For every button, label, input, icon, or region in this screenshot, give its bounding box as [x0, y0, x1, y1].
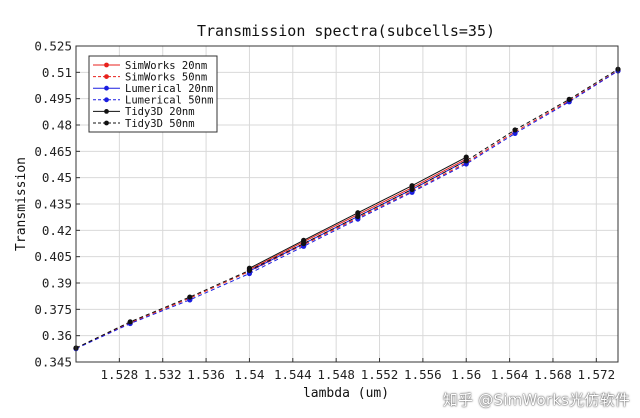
legend-label: Lumerical 50nm: [125, 95, 214, 107]
legend-marker: [104, 109, 109, 114]
data-point: [512, 127, 518, 133]
y-tick-label: 0.345: [34, 355, 72, 370]
x-tick-label: 1.552: [361, 367, 399, 382]
x-tick-label: 1.54: [234, 367, 264, 382]
data-point: [355, 213, 361, 220]
x-tick-label: 1.568: [534, 367, 572, 382]
data-point: [566, 96, 572, 102]
x-tick-label: 1.564: [491, 367, 529, 382]
tick-layer: 1.528 1.532 1.536 1.54 1.544 1.548 1.552 1.556 1…: [34, 39, 615, 383]
legend-entry: Lumerical 50nm: [93, 95, 214, 107]
legend-entry: Tidy3D 50nm: [93, 118, 195, 130]
legend-label: SimWorks 20nm: [125, 60, 207, 72]
legend-marker: [104, 62, 109, 68]
data-point: [463, 154, 469, 160]
legend-entry: SimWorks 20nm: [93, 60, 207, 72]
legend-box: [88, 55, 218, 133]
x-tick-label: 1.548: [317, 367, 355, 382]
series-layer: [73, 66, 621, 352]
legend-entry: Tidy3D 20nm: [93, 106, 195, 118]
data-point: [409, 186, 415, 193]
y-tick-label: 0.42: [42, 223, 72, 238]
data-point: [409, 183, 415, 189]
legend-marker: [104, 85, 109, 91]
legend-entry: SimWorks 50nm: [93, 71, 207, 83]
legend-label: Tidy3D 20nm: [125, 106, 195, 118]
y-axis-label: Transmission: [14, 157, 29, 251]
legend-marker: [104, 120, 109, 126]
y-tick-label: 0.51: [42, 65, 72, 80]
y-tick-label: 0.525: [34, 39, 72, 54]
y-tick-label: 0.36: [42, 328, 72, 343]
data-point: [246, 267, 253, 273]
x-tick-label: 1.544: [274, 367, 312, 382]
legend-label: Lumerical 20nm: [125, 83, 214, 95]
x-tick-label: 1.56: [451, 367, 481, 382]
data-point: [127, 319, 133, 325]
chart-title: Transmission spectra(subcells=35): [197, 22, 495, 40]
data-point: [301, 240, 307, 247]
x-tick-label: 1.528: [101, 367, 139, 382]
y-tick-label: 0.48: [42, 118, 72, 133]
x-tick-label: 1.536: [187, 367, 225, 382]
y-tick-label: 0.465: [34, 144, 72, 159]
legend-label: SimWorks 50nm: [125, 71, 207, 83]
legend-entry: Lumerical 20nm: [93, 83, 214, 95]
series-tidy3d-50nm: [73, 66, 621, 351]
y-tick-label: 0.45: [42, 170, 72, 185]
legend-marker: [104, 97, 109, 103]
data-point: [355, 210, 361, 216]
legend-label: Tidy3D 50nm: [125, 118, 195, 130]
legend-marker: [104, 74, 109, 79]
x-tick-label: 1.572: [577, 367, 615, 382]
x-tick-label: 1.532: [144, 367, 182, 382]
data-point: [187, 294, 193, 300]
x-tick-label: 1.556: [404, 367, 442, 382]
y-tick-label: 0.495: [34, 91, 72, 106]
y-tick-label: 0.405: [34, 249, 72, 264]
y-tick-label: 0.435: [34, 197, 72, 212]
y-tick-label: 0.39: [42, 276, 72, 291]
y-tick-label: 0.375: [34, 302, 72, 317]
data-point: [463, 158, 469, 164]
watermark: 知乎 @SimWorks光仿软件: [442, 391, 630, 409]
x-axis-label: lambda (um): [303, 386, 389, 401]
